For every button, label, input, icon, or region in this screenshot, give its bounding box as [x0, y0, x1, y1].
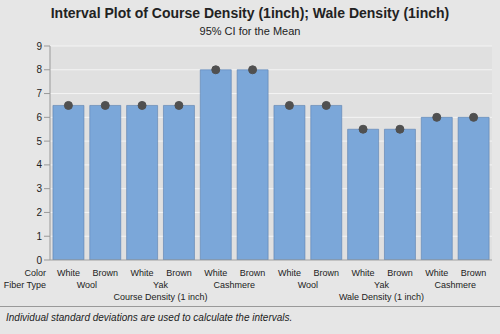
svg-text:Cashmere: Cashmere [213, 280, 255, 290]
svg-text:Course Density (1 inch): Course Density (1 inch) [113, 292, 207, 302]
svg-text:8: 8 [36, 64, 42, 75]
svg-text:Brown: Brown [387, 268, 413, 278]
svg-text:White: White [352, 268, 375, 278]
html-text:Interval Plot of Course Densit: Interval Plot of Course Density (1inch);… [50, 5, 450, 21]
svg-text:Brown: Brown [313, 268, 339, 278]
svg-text:3: 3 [36, 183, 42, 194]
svg-text:Fiber Type: Fiber Type [4, 280, 46, 290]
svg-text:White: White [278, 268, 301, 278]
svg-text:0: 0 [36, 255, 42, 266]
svg-text:White: White [425, 268, 448, 278]
svg-text:Brown: Brown [240, 268, 266, 278]
html-text:Individual standard deviations: Individual standard deviations are used … [6, 312, 293, 323]
svg-text:Brown: Brown [461, 268, 487, 278]
svg-text:5: 5 [36, 136, 42, 147]
svg-text:2: 2 [36, 207, 42, 218]
svg-text:Yak: Yak [153, 280, 168, 290]
svg-text:White: White [204, 268, 227, 278]
svg-text:Wool: Wool [77, 280, 97, 290]
svg-text:White: White [131, 268, 154, 278]
html-text:95% CI for the Mean: 95% CI for the Mean [199, 25, 301, 37]
svg-text:Yak: Yak [374, 280, 389, 290]
svg-text:7: 7 [36, 88, 42, 99]
svg-text:4: 4 [36, 159, 42, 170]
svg-text:Wool: Wool [298, 280, 318, 290]
svg-text:Brown: Brown [92, 268, 118, 278]
svg-text:Color: Color [24, 268, 46, 278]
svg-text:Cashmere: Cashmere [434, 280, 476, 290]
svg-text:6: 6 [36, 112, 42, 123]
svg-text:9: 9 [36, 41, 42, 52]
svg-text:Wale Density (1 inch): Wale Density (1 inch) [339, 292, 424, 302]
svg-text:Brown: Brown [166, 268, 192, 278]
svg-text:1: 1 [36, 231, 42, 242]
svg-text:White: White [57, 268, 80, 278]
